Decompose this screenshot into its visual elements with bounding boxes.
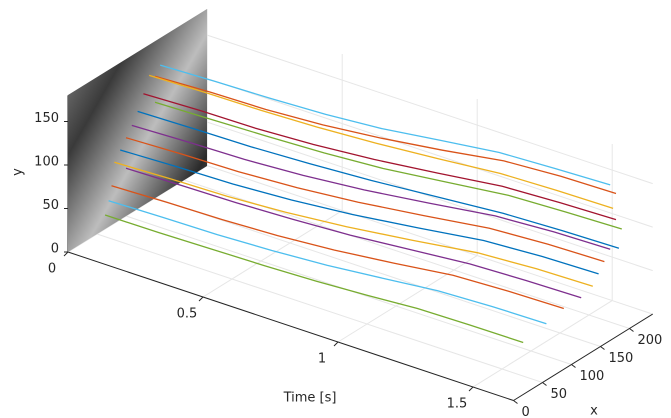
t-tick-label: 0.5 — [177, 307, 198, 322]
tick-mark — [571, 364, 576, 368]
trajectory — [111, 185, 564, 310]
tick-mark — [198, 296, 204, 302]
grid-line — [154, 197, 601, 347]
x-tick-label: 100 — [580, 369, 605, 384]
grid-line — [207, 165, 653, 315]
trajectory — [143, 93, 617, 221]
trajectory — [160, 64, 611, 186]
x-axis-title: x — [590, 404, 598, 418]
trajectory — [104, 214, 524, 344]
y-axis-title: y — [11, 168, 26, 176]
tick-mark — [513, 400, 518, 404]
t-tick-label: 1.5 — [447, 397, 468, 412]
tick-mark — [600, 346, 605, 350]
time-axis-title: Time [s] — [283, 391, 337, 406]
t-tick-label: 1 — [318, 352, 326, 367]
x-tick-label: 0 — [522, 405, 530, 418]
grid-line — [207, 34, 653, 185]
y-tick-label: 50 — [42, 198, 59, 213]
trajectory — [154, 75, 617, 195]
tick-mark — [333, 341, 339, 347]
tick-mark — [629, 328, 634, 332]
trajectory — [114, 161, 593, 287]
tick-mark — [468, 386, 474, 392]
lines — [104, 64, 622, 344]
grid-line — [207, 78, 653, 228]
image-plane — [68, 9, 207, 252]
x-tick-label: 50 — [551, 387, 568, 402]
trajectory — [108, 200, 547, 325]
trajectory — [131, 124, 611, 250]
tick-mark — [542, 382, 547, 386]
y-tick-label: 150 — [34, 111, 59, 126]
x-tick-label: 200 — [638, 333, 663, 348]
grid-line — [207, 121, 653, 272]
y-tick-label: 0 — [51, 242, 59, 257]
tick-mark — [63, 251, 69, 257]
time-axis — [67, 251, 514, 401]
trajectory — [154, 101, 622, 230]
trajectory — [125, 137, 605, 263]
trajectory — [149, 74, 614, 210]
y-tick-label: 100 — [34, 155, 59, 170]
x-tick-label: 150 — [609, 351, 634, 366]
trajectory — [125, 167, 582, 299]
grid-line — [96, 233, 543, 383]
trajectory — [137, 110, 620, 249]
t-tick-label: 0 — [48, 262, 56, 277]
trajectory — [120, 149, 599, 275]
